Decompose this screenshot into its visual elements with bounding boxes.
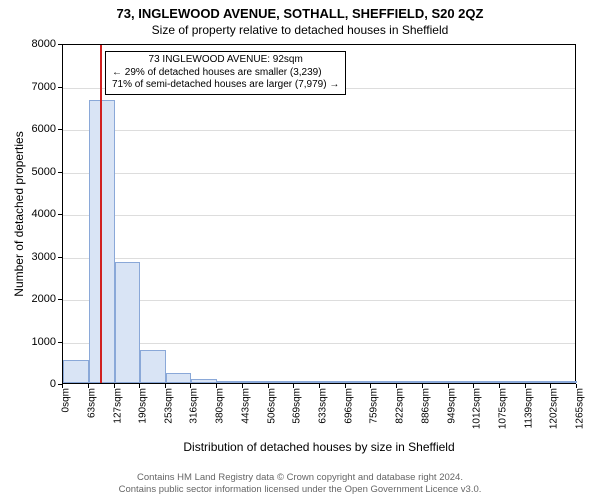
histogram-bar [63,360,89,383]
x-tick-mark [293,384,294,388]
histogram-bar [269,381,295,383]
histogram-bar [115,262,141,383]
footer-attribution: Contains HM Land Registry data © Crown c… [0,472,600,496]
x-tick-mark [499,384,500,388]
gridline [63,130,575,131]
y-tick-label: 0 [6,378,56,390]
y-tick-label: 8000 [6,38,56,50]
histogram-bar [320,381,346,383]
y-tick-label: 2000 [6,293,56,305]
histogram-bar [140,350,166,383]
y-tick-mark [58,87,62,88]
x-tick-label: 63sqm [86,388,97,448]
x-tick-label: 886sqm [421,388,432,448]
x-tick-mark [114,384,115,388]
y-tick-mark [58,129,62,130]
histogram-bar [551,381,577,383]
x-tick-mark [62,384,63,388]
x-tick-mark [525,384,526,388]
x-tick-mark [242,384,243,388]
x-tick-mark [473,384,474,388]
x-tick-mark [139,384,140,388]
histogram-bar [397,381,423,383]
x-tick-label: 190sqm [138,388,149,448]
y-tick-mark [58,214,62,215]
x-tick-label: 822sqm [394,388,405,448]
histogram-bar [423,381,449,383]
x-tick-label: 1012sqm [472,388,483,448]
chart-title-sub: Size of property relative to detached ho… [0,21,600,37]
x-tick-mark [448,384,449,388]
y-tick-mark [58,172,62,173]
annotation-line2: ← 29% of detached houses are smaller (3,… [112,67,339,80]
histogram-bar [474,381,500,383]
x-tick-mark [345,384,346,388]
x-tick-mark [268,384,269,388]
marker-line [100,45,102,383]
annotation-box: 73 INGLEWOOD AVENUE: 92sqm ← 29% of deta… [105,51,346,95]
x-tick-mark [190,384,191,388]
y-tick-mark [58,342,62,343]
x-tick-label: 696sqm [343,388,354,448]
annotation-line3: 71% of semi-detached houses are larger (… [112,79,339,92]
histogram-bar [217,381,243,383]
x-tick-mark [370,384,371,388]
x-tick-label: 633sqm [318,388,329,448]
x-tick-label: 316sqm [189,388,200,448]
footer-line2: Contains public sector information licen… [0,484,600,496]
histogram-bar [243,381,269,383]
y-tick-label: 3000 [6,251,56,263]
y-tick-mark [58,257,62,258]
x-tick-mark [165,384,166,388]
y-tick-label: 7000 [6,81,56,93]
x-tick-label: 253sqm [163,388,174,448]
x-tick-label: 759sqm [369,388,380,448]
histogram-bar [294,381,320,383]
x-tick-label: 1075sqm [497,388,508,448]
x-tick-mark [396,384,397,388]
x-tick-mark [319,384,320,388]
gridline [63,258,575,259]
histogram-bar [371,381,397,383]
x-tick-label: 127sqm [112,388,123,448]
y-tick-mark [58,299,62,300]
y-tick-label: 6000 [6,123,56,135]
x-tick-label: 380sqm [215,388,226,448]
x-tick-mark [576,384,577,388]
chart-title-main: 73, INGLEWOOD AVENUE, SOTHALL, SHEFFIELD… [0,0,600,21]
y-tick-label: 1000 [6,336,56,348]
x-tick-label: 506sqm [266,388,277,448]
x-tick-label: 0sqm [61,388,72,448]
gridline [63,173,575,174]
x-tick-label: 1202sqm [549,388,560,448]
histogram-bar [500,381,526,383]
y-tick-label: 5000 [6,166,56,178]
footer-line1: Contains HM Land Registry data © Crown c… [0,472,600,484]
histogram-bar [526,381,552,383]
annotation-line1: 73 INGLEWOOD AVENUE: 92sqm [112,54,339,67]
x-tick-mark [216,384,217,388]
histogram-bar [191,379,217,383]
y-tick-label: 4000 [6,208,56,220]
histogram-bar [346,381,372,383]
gridline [63,215,575,216]
x-tick-label: 569sqm [292,388,303,448]
histogram-bar [449,381,475,383]
x-tick-mark [422,384,423,388]
x-tick-label: 1139sqm [523,388,534,448]
y-tick-mark [58,44,62,45]
histogram-bar [166,373,192,383]
x-tick-label: 443sqm [241,388,252,448]
x-tick-label: 1265sqm [575,388,586,448]
x-tick-label: 949sqm [446,388,457,448]
plot-area: 73 INGLEWOOD AVENUE: 92sqm ← 29% of deta… [62,44,576,384]
x-tick-mark [88,384,89,388]
x-tick-mark [550,384,551,388]
